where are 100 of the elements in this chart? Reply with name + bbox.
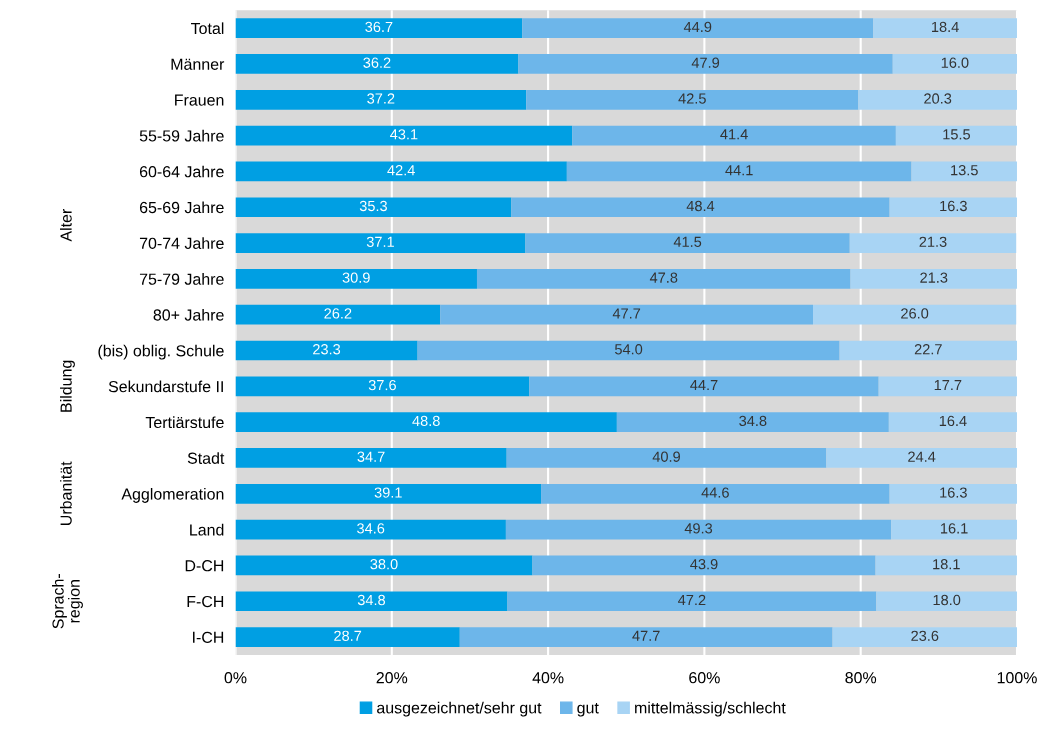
data-label: 47.9 [691, 57, 720, 68]
bar [235, 197, 512, 218]
bar [892, 54, 1017, 74]
y-tick-label: 55-59 Jahre [139, 129, 224, 142]
data-label: 42.5 [678, 93, 706, 104]
data-label: 34.8 [739, 415, 767, 427]
data-label: 34.6 [357, 523, 385, 534]
data-label: 22.7 [914, 344, 942, 355]
data-label: 43.9 [690, 559, 718, 570]
bar [522, 18, 874, 38]
bar [235, 519, 506, 540]
data-label: 35.3 [359, 200, 387, 212]
data-label: 38.0 [370, 559, 398, 570]
bar [235, 340, 418, 361]
data-label: 47.2 [678, 594, 706, 606]
bar [506, 448, 827, 468]
bar [889, 197, 1017, 218]
data-label: 49.3 [684, 523, 713, 534]
bar [888, 412, 1017, 432]
bar [235, 555, 533, 576]
bar [526, 89, 859, 110]
y-tick-label: Stadt [187, 452, 225, 464]
bar [566, 161, 912, 182]
y-tick-label: Sekundarstufe II [108, 380, 223, 393]
y-tick-label: 60-64 Jahre [139, 165, 224, 178]
data-label: 34.8 [357, 594, 386, 606]
data-label: 36.7 [365, 21, 393, 33]
bar [417, 340, 840, 361]
data-label: 21.3 [920, 272, 948, 283]
bar [235, 627, 460, 647]
y-tick-label: 65-69 Jahre [139, 201, 224, 214]
data-label: 41.5 [673, 236, 702, 247]
data-label: 30.9 [342, 272, 370, 283]
data-label: 18.1 [933, 559, 960, 570]
bar [813, 304, 1017, 325]
bar [889, 483, 1017, 504]
data-label: 34.7 [357, 451, 385, 462]
data-label: 36.2 [363, 57, 391, 68]
bar [235, 54, 519, 74]
bar [511, 197, 890, 218]
bar [235, 233, 526, 253]
y-tick-label: Frauen [175, 94, 224, 106]
bar [235, 483, 542, 504]
bar [518, 54, 893, 74]
data-label: 54.0 [614, 344, 643, 355]
legend-label: mittelmässig/schlecht [635, 701, 786, 717]
y-tick-label: Tertiärstufe [145, 416, 224, 429]
legend-label: gut [577, 702, 599, 717]
bar [876, 591, 1017, 612]
bar [895, 125, 1017, 146]
data-label: 17.7 [934, 380, 962, 391]
data-label: 16.4 [939, 415, 967, 427]
data-label: 20.3 [924, 93, 952, 104]
bar [235, 448, 507, 468]
bar [235, 591, 508, 612]
data-label: 37.1 [366, 236, 394, 247]
data-label: 41.4 [720, 129, 748, 140]
data-label: 47.7 [612, 308, 641, 319]
bar [572, 125, 896, 146]
text: Urbanität [60, 461, 72, 525]
bar [850, 269, 1017, 289]
bar [875, 555, 1017, 576]
data-label: 15.5 [943, 129, 971, 140]
bar [235, 161, 567, 182]
bar [440, 304, 814, 325]
bar [235, 376, 530, 397]
y-tick-label: Agglomeration [121, 488, 224, 503]
data-label: 16.1 [941, 523, 968, 534]
data-label: 44.7 [690, 380, 718, 391]
x-tick-label: 0% [224, 672, 247, 684]
bar [235, 304, 441, 325]
bar [532, 555, 876, 576]
bar [507, 591, 877, 612]
data-label: 47.7 [632, 630, 660, 641]
legend-label: ausgezeichnet/sehr gut [377, 701, 542, 717]
data-label: 44.6 [701, 487, 729, 498]
data-label: 48.8 [412, 415, 440, 427]
text: Bildung [60, 360, 75, 412]
y-tick-label: 70-74 Jahre [139, 237, 224, 249]
data-label: 37.6 [368, 379, 396, 391]
y-tick-label: I-CH [193, 631, 224, 644]
x-tick-label: 80% [845, 672, 877, 684]
bar [878, 376, 1017, 397]
data-label: 26.2 [324, 308, 352, 319]
text: Sprach- region [52, 573, 83, 629]
bar [529, 376, 879, 397]
bar [476, 269, 851, 289]
y-tick-label: (bis) oblig. Schule [98, 344, 224, 360]
data-label: 40.9 [652, 451, 680, 462]
text: Alter [60, 208, 72, 242]
data-label: 42.4 [387, 165, 415, 176]
bar [235, 89, 527, 110]
data-label: 18.4 [932, 21, 959, 33]
bar [891, 519, 1017, 540]
y-tick-label: F-CH [187, 595, 224, 608]
y-tick-label: D-CH [185, 560, 224, 572]
bar [235, 269, 477, 289]
data-label: 16.0 [941, 57, 969, 68]
y-tick-label: Land [190, 523, 224, 536]
bar [873, 18, 1017, 38]
